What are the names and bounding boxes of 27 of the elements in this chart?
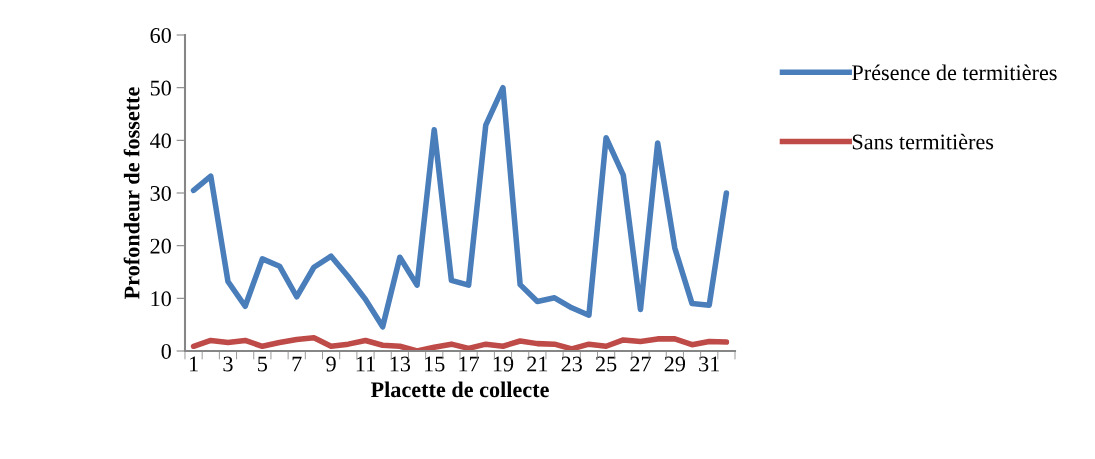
x-tick-label: 25 [595, 356, 617, 372]
legend-label: Présence de termitières [852, 64, 1057, 81]
y-tick-label: 0 [161, 343, 171, 359]
x-tick-label: 1 [189, 356, 198, 372]
y-tick-label: 40 [150, 133, 171, 149]
x-tick-label: 7 [292, 356, 302, 372]
x-tick-label: 19 [493, 356, 514, 372]
x-axis-title: Placette de collecte [370, 381, 549, 398]
legend-label: Sans termitières [852, 133, 994, 150]
x-tick-label: 13 [390, 356, 411, 372]
y-tick-label: 60 [150, 27, 171, 43]
x-tick-label: 5 [258, 356, 268, 372]
x-tick-label: 3 [223, 356, 233, 372]
x-tick-label: 11 [356, 356, 375, 372]
y-axis-title: Profondeur de fossette [123, 87, 140, 299]
y-tick-label: 30 [150, 185, 171, 201]
y-tick-label: 50 [150, 80, 171, 96]
x-tick-label: 23 [561, 356, 582, 372]
x-tick-label: 9 [326, 356, 336, 372]
y-tick-label: 20 [150, 238, 171, 254]
x-tick-label: 15 [425, 356, 445, 372]
x-tick-label: 27 [630, 356, 651, 372]
x-tick-label: 31 [699, 356, 719, 372]
x-tick-label: 21 [527, 356, 548, 372]
x-tick-label: 17 [459, 356, 480, 372]
y-tick-label: 10 [151, 291, 171, 307]
x-tick-label: 29 [664, 356, 686, 372]
